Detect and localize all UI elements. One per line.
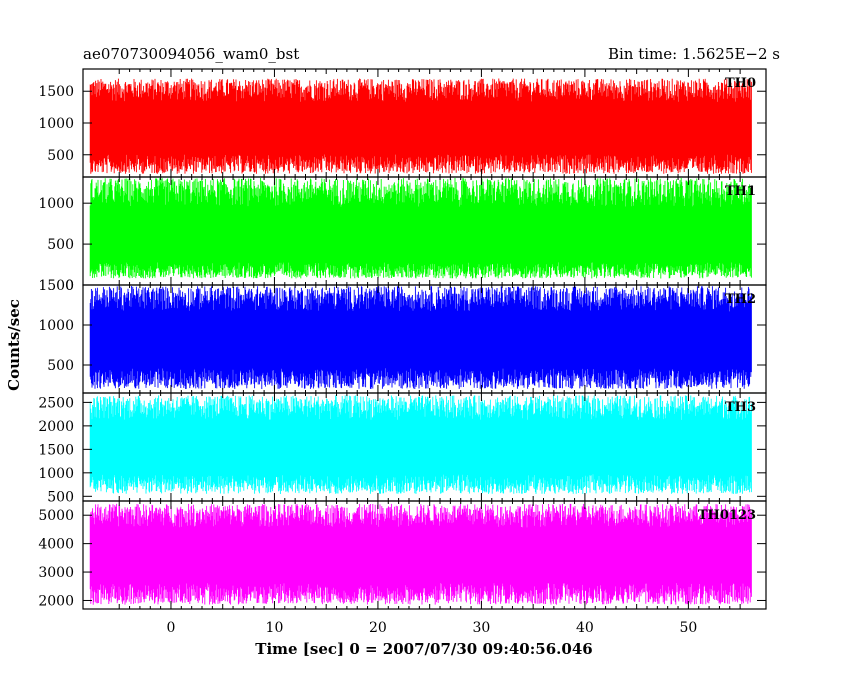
x-tick-label: 50 xyxy=(679,620,697,636)
bin-time-label: Bin time: 1.5625E−2 s xyxy=(608,45,780,63)
x-tick-label: 10 xyxy=(266,620,284,636)
panel-label-th3: TH3 xyxy=(725,400,756,415)
y-tick-label: 2000 xyxy=(38,593,74,609)
y-tick-label: 2000 xyxy=(38,419,74,435)
y-tick-label: 500 xyxy=(47,237,74,253)
y-tick-label: 500 xyxy=(47,148,74,164)
panels-group: 50010001500TH005001000TH150010001500TH25… xyxy=(38,68,767,636)
chart-title: ae070730094056_wam0_bst xyxy=(83,45,299,63)
panel-th0123: 2000 3000 4000 5000 TH0123 xyxy=(38,500,767,610)
y-tick-label: 4000 xyxy=(38,537,74,553)
y-tick-label: 1500 xyxy=(38,84,74,100)
panel-th3: 500 1000 1500 2000 2500 TH3 xyxy=(38,392,767,505)
x-tick-labels: 0 10 20 30 40 50 xyxy=(167,620,698,636)
y-tick-label: 2500 xyxy=(38,395,74,411)
series-core-th0 xyxy=(90,107,752,151)
series-core-th3 xyxy=(90,425,752,470)
y-tick-label: 1500 xyxy=(38,442,74,458)
y-tick-label: 1000 xyxy=(38,116,74,132)
panel-label-th1: TH1 xyxy=(725,184,756,199)
series-core-th0123 xyxy=(90,532,752,579)
x-tick-label: 30 xyxy=(473,620,491,636)
panel-label-th2: TH2 xyxy=(725,292,756,307)
x-tick-label: 0 xyxy=(167,620,176,636)
y-tick-label: 3000 xyxy=(38,565,74,581)
series-core-th1 xyxy=(90,213,752,259)
y-tick-label: 5000 xyxy=(38,508,74,524)
y-tick-label: 1000 xyxy=(38,318,74,334)
x-tick-label: 40 xyxy=(576,620,594,636)
y-tick-label: 0 xyxy=(65,278,74,294)
y-tick-label: 1500 xyxy=(38,278,74,294)
y-tick-label: 500 xyxy=(47,358,74,374)
y-axis-label: Counts/sec xyxy=(5,299,23,391)
x-axis-label: Time [sec] 0 = 2007/07/30 09:40:56.046 xyxy=(255,640,592,658)
panel-th2: 500 1000 1500 TH2 xyxy=(38,278,767,394)
y-tick-label: 1000 xyxy=(38,196,74,212)
y-tick-label: 1000 xyxy=(38,466,74,482)
panel-label-th0123: TH0123 xyxy=(698,508,756,523)
panel-th0: 500 1000 1500 TH0 xyxy=(38,68,767,178)
panel-label-th0: TH0 xyxy=(725,76,756,91)
y-tick-label: 500 xyxy=(47,489,74,505)
panel-th1: 0 500 1000 TH1 xyxy=(38,176,767,294)
x-tick-label: 20 xyxy=(369,620,387,636)
panel-frame xyxy=(82,500,767,610)
series-core-th2 xyxy=(90,317,752,364)
